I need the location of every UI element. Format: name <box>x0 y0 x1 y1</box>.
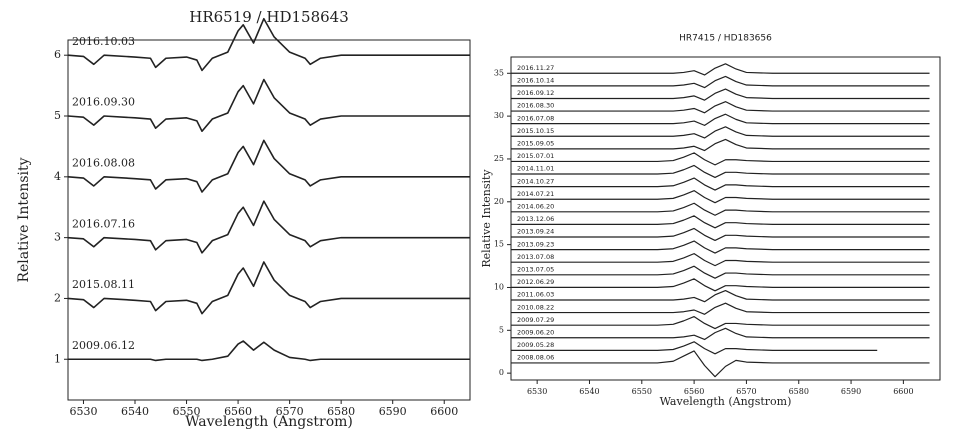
series-label: 2016.08.30 <box>517 102 554 110</box>
series-label: 2015.10.15 <box>517 127 554 135</box>
series-label: 2016.09.30 <box>72 96 135 109</box>
spectrum-line <box>511 327 930 341</box>
series-label: 2013.07.08 <box>517 253 554 261</box>
y-tick-label: 10 <box>494 282 504 291</box>
spectrum-line <box>511 316 930 330</box>
series-label: 2015.09.05 <box>517 140 554 148</box>
spectrum-line <box>68 340 470 362</box>
spectrum-line <box>511 177 930 191</box>
y-tick-label: 6 <box>54 48 61 61</box>
spectrum-line <box>511 202 930 216</box>
spectrum-line <box>511 101 930 114</box>
x-tick-label: 6600 <box>893 387 913 396</box>
series-label: 2013.09.24 <box>517 228 554 236</box>
series-label: 2016.09.12 <box>517 89 554 97</box>
spectrum-line <box>511 265 930 279</box>
y-axis-label: Relative Intensity <box>16 157 32 282</box>
y-tick-label: 5 <box>54 109 61 122</box>
spectrum-line <box>511 113 930 126</box>
y-tick-label: 20 <box>494 197 504 206</box>
series-label: 2015.08.11 <box>72 278 135 291</box>
x-tick-label: 6600 <box>430 405 458 418</box>
spectrum-line <box>67 78 470 133</box>
x-tick-label: 6550 <box>173 405 201 418</box>
series-label: 2016.08.08 <box>72 156 135 169</box>
y-tick-label: 0 <box>499 368 504 377</box>
x-tick-label: 6560 <box>684 387 704 396</box>
series-label: 2009.07.29 <box>517 316 554 324</box>
series-label: 2010.08.22 <box>517 303 554 311</box>
series-label: 2014.10.27 <box>517 177 554 185</box>
series-label: 2013.12.06 <box>517 215 554 223</box>
x-tick-label: 6560 <box>224 405 252 418</box>
series-label: 2014.11.01 <box>517 165 554 173</box>
series-label: 2015.07.01 <box>517 152 554 160</box>
x-axis-label: Wavelength (Angstrom) <box>185 414 353 430</box>
spectrum-line <box>67 261 470 315</box>
series-label: 2014.07.21 <box>517 190 554 198</box>
chart-title: HR6519 / HD158643 <box>189 8 349 26</box>
spectrum-line <box>511 152 930 166</box>
spectrum-line <box>511 341 878 355</box>
x-tick-label: 6540 <box>121 405 149 418</box>
spectrum-line <box>511 302 930 315</box>
series-label: 2009.06.12 <box>72 339 135 352</box>
spectrum-line <box>67 139 470 193</box>
plot-frame <box>510 56 941 381</box>
y-tick-label: 1 <box>54 352 61 365</box>
series-label: 2014.06.20 <box>517 203 554 211</box>
x-tick-label: 6550 <box>632 387 652 396</box>
x-tick-label: 6590 <box>841 387 861 396</box>
spectrum-line <box>511 289 930 303</box>
spectrum-line <box>67 200 470 254</box>
spectrum-line <box>511 215 930 229</box>
x-tick-label: 6580 <box>789 387 809 396</box>
spectrum-line <box>511 278 930 292</box>
x-tick-label: 6570 <box>276 405 304 418</box>
x-tick-label: 6530 <box>69 405 97 418</box>
x-tick-label: 6570 <box>736 387 756 396</box>
series-label: 2016.10.14 <box>517 77 554 85</box>
series-label: 2011.06.03 <box>517 291 554 299</box>
spectrum-line <box>67 17 470 72</box>
x-tick-label: 6540 <box>579 387 599 396</box>
series-label: 2008.08.06 <box>517 354 554 362</box>
spectrum-line <box>511 227 930 242</box>
x-tick-label: 6580 <box>327 405 355 418</box>
spectrum-line <box>511 75 930 89</box>
y-tick-label: 3 <box>54 231 61 244</box>
spectrum-line <box>511 350 930 378</box>
y-tick-label: 2 <box>54 291 61 304</box>
series-label: 2016.10.03 <box>72 35 135 48</box>
series-label: 2009.05.28 <box>517 341 554 349</box>
x-axis-label: Wavelength (Angstrom) <box>660 395 792 408</box>
series-label: 2016.11.27 <box>517 64 554 72</box>
x-tick-label: 6590 <box>379 405 407 418</box>
spectrum-line <box>511 240 930 254</box>
y-tick-label: 5 <box>499 325 504 334</box>
chart-title: HR7415 / HD183656 <box>679 34 772 44</box>
y-tick-label: 30 <box>494 111 504 120</box>
series-label: 2009.06.20 <box>517 328 554 336</box>
series-label: 2013.07.05 <box>517 265 554 273</box>
series-label: 2012.06.29 <box>517 278 554 286</box>
spectrum-line <box>511 253 930 267</box>
spectrum-line <box>511 190 930 204</box>
plot-frame <box>67 39 471 401</box>
y-tick-label: 25 <box>494 154 504 163</box>
x-tick-label: 6530 <box>527 387 547 396</box>
y-axis-label: Relative Intensity <box>480 169 493 268</box>
y-tick-label: 15 <box>494 240 504 249</box>
series-label: 2016.07.16 <box>72 217 135 230</box>
series-label: 2013.09.23 <box>517 240 554 248</box>
series-label: 2016.07.08 <box>517 114 554 122</box>
y-tick-label: 35 <box>494 68 504 77</box>
spectrum-line <box>511 63 930 76</box>
spectrum-line <box>511 164 930 179</box>
y-tick-label: 4 <box>54 170 61 183</box>
spectrum-line <box>511 126 930 139</box>
spectrum-line <box>511 138 930 152</box>
spectrum-line <box>511 88 930 101</box>
